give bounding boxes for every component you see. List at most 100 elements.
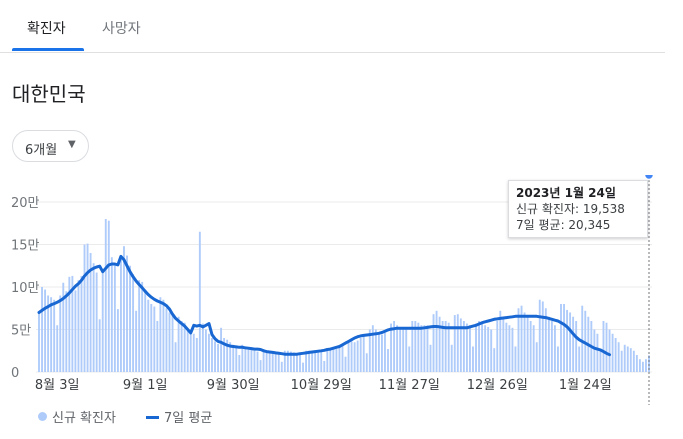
legend-bar-label: 신규 확진자 bbox=[52, 411, 116, 426]
case-bar bbox=[380, 334, 383, 372]
case-bar bbox=[620, 350, 623, 372]
case-bar bbox=[359, 338, 362, 372]
case-bar bbox=[617, 342, 620, 372]
case-bar bbox=[462, 321, 465, 372]
case-bar bbox=[459, 318, 462, 372]
case-bar bbox=[238, 355, 241, 372]
case-bar bbox=[77, 280, 80, 372]
case-bar bbox=[374, 329, 377, 372]
case-bar bbox=[41, 287, 43, 372]
case-bar bbox=[320, 350, 323, 372]
case-bar bbox=[356, 340, 359, 372]
case-bar bbox=[520, 305, 523, 372]
case-bar bbox=[107, 220, 110, 372]
period-dropdown[interactable]: 6개월 ▼ bbox=[12, 130, 89, 162]
case-bar bbox=[541, 301, 544, 372]
cases-chart[interactable]: 0 5만 10만 15만 20만 8월 3일 9월 1일 9월 30일 10월 29일 11월 2… bbox=[0, 175, 683, 407]
case-bar bbox=[50, 297, 53, 372]
case-bar bbox=[596, 333, 599, 372]
tab-deaths[interactable]: 사망자 bbox=[102, 21, 141, 37]
case-bar bbox=[484, 325, 487, 372]
case-bar bbox=[323, 360, 326, 372]
case-bar bbox=[38, 312, 40, 372]
case-bar bbox=[517, 308, 520, 372]
case-bar bbox=[116, 309, 119, 372]
case-bar bbox=[147, 299, 150, 372]
case-bar bbox=[441, 321, 444, 372]
region-title: 대한민국 bbox=[12, 82, 86, 106]
case-bar bbox=[563, 304, 565, 372]
case-bar bbox=[629, 348, 632, 372]
case-bar bbox=[523, 312, 526, 372]
case-bar bbox=[350, 341, 353, 372]
period-dropdown-label: 6개월 bbox=[25, 143, 58, 158]
case-bar bbox=[578, 346, 581, 372]
case-bar bbox=[566, 309, 569, 372]
case-bar bbox=[138, 280, 141, 372]
case-bar bbox=[511, 327, 514, 372]
case-bar bbox=[165, 308, 168, 372]
case-bar bbox=[214, 341, 216, 372]
case-bar bbox=[368, 329, 371, 372]
case-bar bbox=[553, 325, 556, 372]
case-bar bbox=[414, 321, 417, 372]
case-bar bbox=[195, 338, 198, 372]
case-bar bbox=[296, 353, 298, 372]
case-bar bbox=[602, 321, 605, 372]
case-bar bbox=[605, 322, 608, 372]
case-bar bbox=[626, 346, 629, 372]
active-tab-indicator bbox=[12, 48, 84, 51]
case-bar bbox=[113, 263, 116, 372]
case-bar bbox=[426, 325, 429, 372]
case-bar bbox=[135, 310, 138, 372]
case-bar bbox=[47, 295, 50, 372]
x-tick-label: 8월 3일 bbox=[35, 378, 80, 393]
legend-bar-swatch bbox=[38, 412, 47, 421]
case-bar bbox=[429, 344, 432, 372]
case-bar bbox=[265, 350, 268, 372]
x-tick-label: 11월 27일 bbox=[379, 378, 440, 393]
case-bar bbox=[141, 281, 144, 372]
case-bar bbox=[344, 356, 347, 372]
case-bar bbox=[232, 344, 235, 372]
case-bar bbox=[402, 327, 405, 372]
case-bar bbox=[110, 257, 113, 372]
case-bar bbox=[453, 315, 456, 372]
case-bar bbox=[623, 344, 626, 372]
case-bar bbox=[396, 325, 399, 372]
case-bar bbox=[417, 322, 420, 372]
case-bar bbox=[423, 325, 426, 372]
case-bar bbox=[235, 346, 238, 372]
case-bar bbox=[314, 352, 317, 372]
case-bar bbox=[560, 304, 562, 372]
case-bar bbox=[538, 299, 541, 372]
case-bar bbox=[183, 322, 186, 372]
case-bar bbox=[469, 325, 471, 372]
case-bar bbox=[408, 346, 411, 372]
case-bar bbox=[119, 258, 122, 372]
case-bar bbox=[317, 351, 320, 372]
case-bar bbox=[377, 333, 380, 372]
case-bar bbox=[280, 361, 283, 372]
case-bar bbox=[645, 359, 647, 372]
case-bar bbox=[532, 325, 535, 372]
case-bar bbox=[62, 282, 65, 372]
case-bar bbox=[432, 314, 435, 372]
case-bar bbox=[575, 321, 578, 372]
case-bar bbox=[305, 350, 308, 372]
case-bar bbox=[211, 338, 213, 372]
case-bar bbox=[420, 325, 423, 372]
case-bar bbox=[487, 326, 490, 372]
case-bar bbox=[65, 291, 68, 372]
x-tick-label: 9월 30일 bbox=[207, 378, 260, 393]
case-bar bbox=[247, 348, 250, 372]
case-bar bbox=[198, 231, 201, 372]
case-bar bbox=[129, 265, 131, 372]
case-bar bbox=[189, 329, 192, 372]
tab-confirmed-cases[interactable]: 확진자 bbox=[27, 21, 66, 37]
case-bar bbox=[308, 350, 311, 372]
case-bar bbox=[201, 323, 204, 372]
case-bar bbox=[405, 329, 408, 372]
case-bar bbox=[217, 343, 219, 372]
case-bar bbox=[83, 244, 86, 372]
